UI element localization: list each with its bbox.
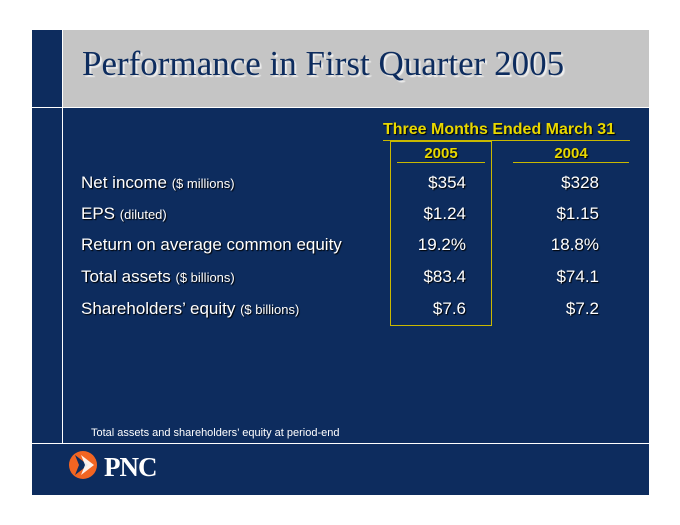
current-year-highlight-box bbox=[390, 141, 492, 326]
pnc-logo-icon bbox=[68, 450, 100, 485]
value-2005-total-assets: $83.4 bbox=[423, 267, 466, 286]
value-2005-net-income: $354 bbox=[428, 173, 466, 192]
row-label-eps: EPS (diluted) bbox=[81, 204, 167, 224]
row-label-shareholders-equity: Shareholders’ equity ($ billions) bbox=[81, 299, 299, 319]
slide-title: Performance in First Quarter 2005 bbox=[82, 44, 565, 83]
title-band bbox=[32, 30, 649, 108]
value-2004-eps: $1.15 bbox=[556, 204, 599, 223]
row-label-main: EPS bbox=[81, 204, 116, 223]
pnc-logo: PNC bbox=[68, 450, 157, 485]
row-label-sub: ($ billions) bbox=[175, 270, 235, 285]
logo-text: PNC bbox=[104, 452, 157, 482]
row-label-sub: ($ billions) bbox=[240, 302, 300, 317]
value-2005-eps: $1.24 bbox=[423, 204, 466, 223]
value-2004-net-income: $328 bbox=[561, 173, 599, 192]
row-label-main: Net income bbox=[81, 173, 167, 192]
title-divider bbox=[32, 107, 649, 108]
value-2004-total-assets: $74.1 bbox=[556, 267, 599, 286]
period-header-rule bbox=[383, 140, 630, 141]
period-header: Three Months Ended March 31 bbox=[383, 121, 616, 138]
value-2004-shareholders-equity: $7.2 bbox=[565, 299, 599, 318]
row-label-roe: Return on average common equity bbox=[81, 235, 342, 255]
title-left-block bbox=[32, 30, 62, 108]
row-label-sub: ($ millions) bbox=[171, 176, 235, 191]
footnote: Total assets and shareholders’ equity at… bbox=[91, 427, 340, 439]
row-label-net-income: Net income ($ millions) bbox=[81, 173, 235, 193]
row-label-main: Shareholders’ equity bbox=[81, 299, 236, 318]
footer-divider bbox=[32, 443, 649, 444]
value-2004-roe: 18.8% bbox=[550, 235, 599, 254]
year-header-2005: 2005 bbox=[424, 145, 458, 162]
value-2005-roe: 19.2% bbox=[417, 235, 466, 254]
row-label-main: Total assets bbox=[81, 267, 171, 286]
row-label-sub: (diluted) bbox=[119, 207, 167, 222]
row-label-main: Return on average common equity bbox=[81, 235, 342, 254]
value-2005-shareholders-equity: $7.6 bbox=[432, 299, 466, 318]
year-rule-2004 bbox=[513, 162, 629, 163]
vertical-divider bbox=[62, 30, 63, 444]
row-label-total-assets: Total assets ($ billions) bbox=[81, 267, 235, 287]
year-header-2004: 2004 bbox=[554, 145, 588, 162]
year-rule-2005 bbox=[397, 162, 485, 163]
